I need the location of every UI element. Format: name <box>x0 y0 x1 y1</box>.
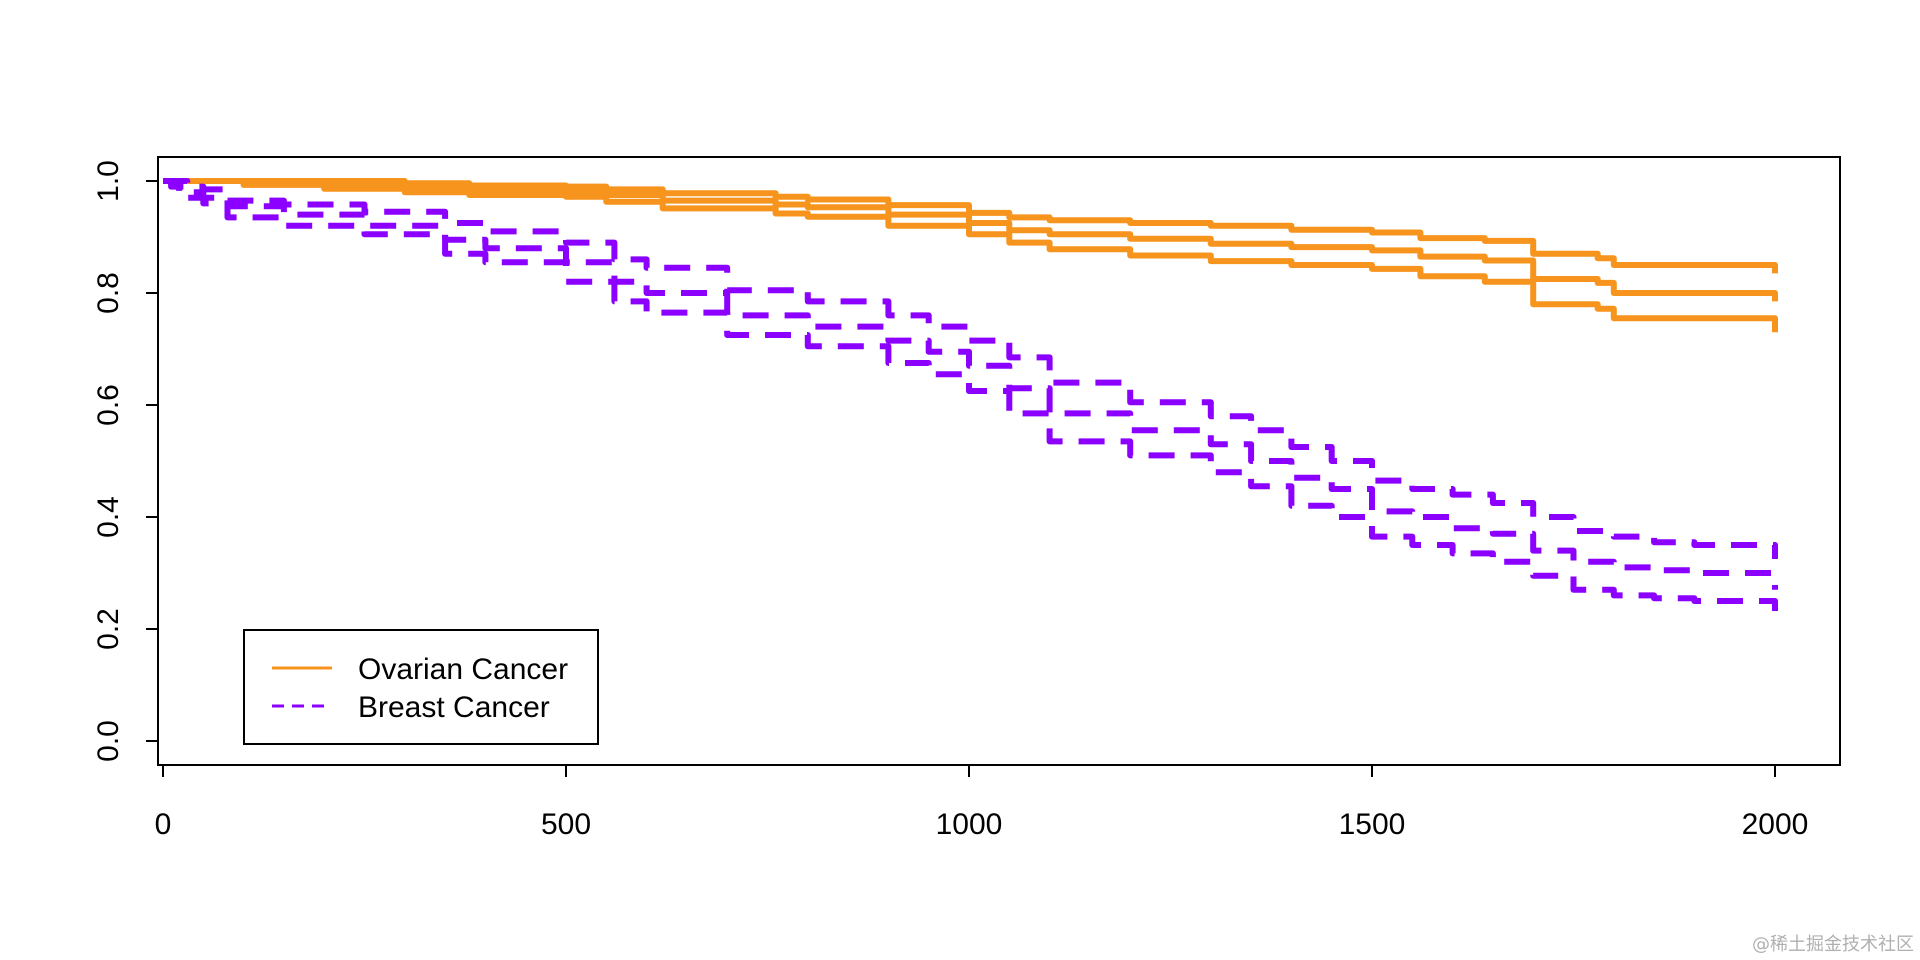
x-tick-label: 1500 <box>1339 808 1406 841</box>
breast-cancer-upper-line <box>163 178 1778 559</box>
y-tick-label: 0.4 <box>92 496 125 538</box>
y-tick-label: 0.6 <box>92 384 125 426</box>
breast-cancer-lower-line <box>163 178 1778 618</box>
x-tick-label: 2000 <box>1742 808 1809 841</box>
y-axis: 0.0 0.2 0.4 0.6 0.8 1.0 <box>92 160 159 762</box>
series-layer <box>163 178 1778 618</box>
legend: Ovarian Cancer Breast Cancer <box>243 629 599 745</box>
y-tick-label: 0.0 <box>92 720 125 762</box>
x-tick-label: 500 <box>541 808 591 841</box>
legend-label-breast: Breast Cancer <box>358 691 550 724</box>
ovarian-cancer-upper-line <box>163 178 1778 274</box>
legend-box <box>243 629 599 745</box>
x-tick-label: 0 <box>155 808 172 841</box>
ovarian-cancer-lower-line <box>163 178 1778 333</box>
x-axis: 0 500 1000 1500 2000 <box>155 764 1809 841</box>
watermark: @稀土掘金技术社区 <box>1752 934 1914 955</box>
legend-label-ovarian: Ovarian Cancer <box>358 653 568 686</box>
y-tick-label: 0.8 <box>92 272 125 314</box>
y-tick-label: 0.2 <box>92 608 125 650</box>
breast-cancer-estimate-line <box>163 178 1778 590</box>
y-tick-label: 1.0 <box>92 160 125 202</box>
x-tick-label: 1000 <box>936 808 1003 841</box>
